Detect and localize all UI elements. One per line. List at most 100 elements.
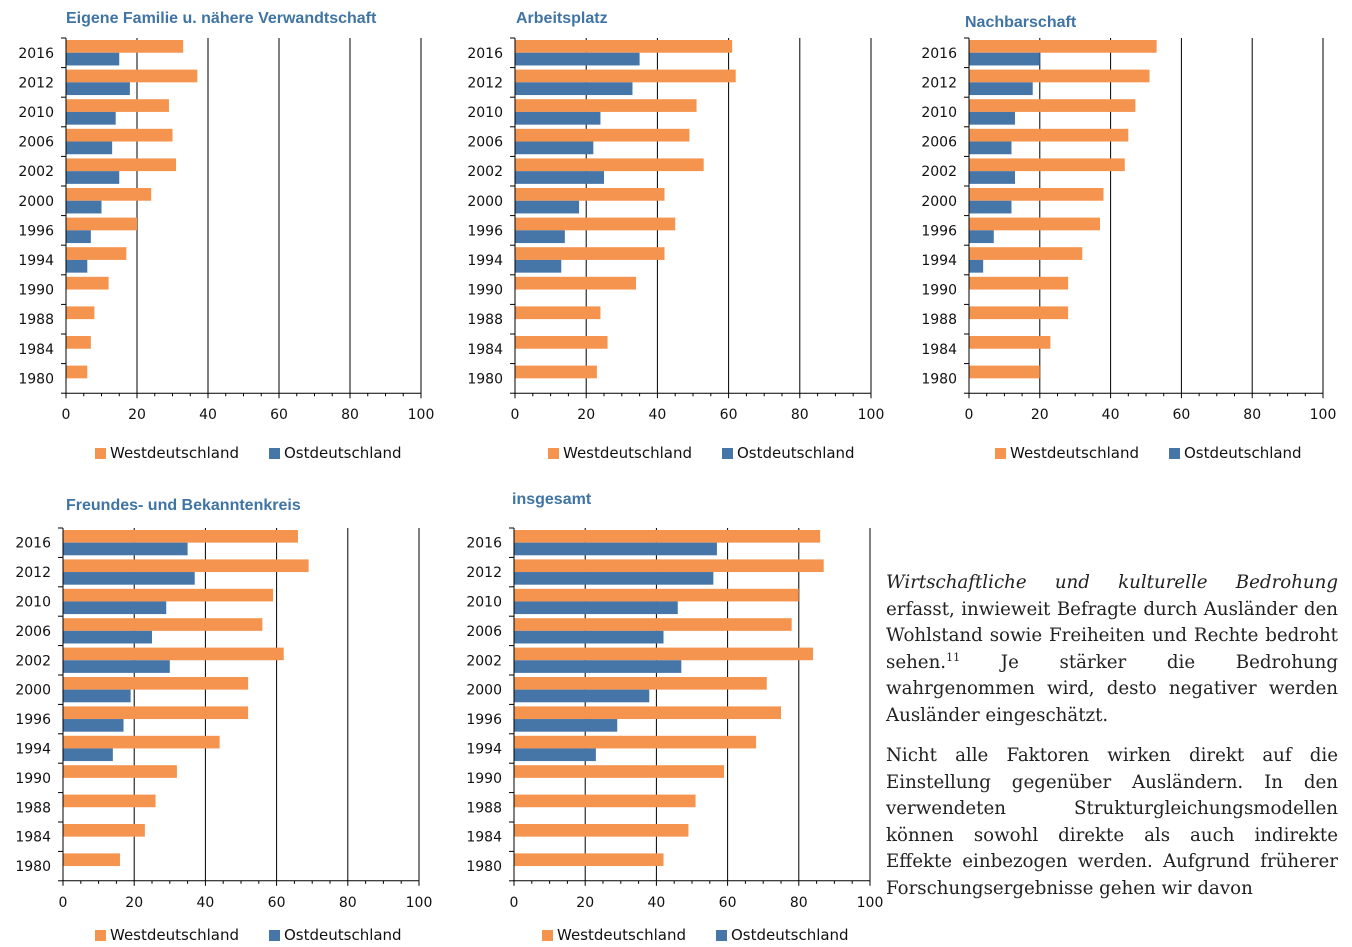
bar-west-2006 <box>63 618 263 631</box>
bar-east-2016 <box>63 542 188 556</box>
footnote-ref[interactable]: 11 <box>946 650 961 664</box>
y-tick-label: 2006 <box>18 135 54 151</box>
bar-west-2016 <box>969 40 1157 53</box>
bar-west-2012 <box>514 559 824 573</box>
x-tick-label: 0 <box>510 895 519 911</box>
y-tick-label: 1996 <box>18 223 54 239</box>
body-text: Wirtschaftliche und kulturelle Bedrohung… <box>886 570 1338 916</box>
y-tick-label: 1994 <box>15 742 51 758</box>
legend-west: Westdeutschland <box>95 444 239 462</box>
y-tick-label: 2010 <box>467 105 503 121</box>
y-tick-label: 1990 <box>467 283 503 299</box>
bar-west-1984 <box>63 824 145 837</box>
x-tick-label: 100 <box>408 407 435 423</box>
y-tick-label: 1996 <box>921 223 957 239</box>
y-tick-label: 1988 <box>467 312 503 328</box>
legend-swatch-east <box>268 447 280 459</box>
bar-east-2016 <box>66 52 120 66</box>
bar-east-1994 <box>63 748 113 762</box>
y-tick-label: 1988 <box>921 312 957 328</box>
legend-swatch-west <box>95 929 106 941</box>
bar-west-1990 <box>515 276 637 290</box>
bar-east-2006 <box>66 141 113 155</box>
bar-east-2002 <box>515 171 604 184</box>
x-tick-label: 0 <box>511 407 520 423</box>
legend-swatch-east <box>715 929 727 941</box>
x-tick-label: 100 <box>1310 407 1337 423</box>
bar-east-2006 <box>515 141 594 155</box>
paragraph-2: Nicht alle Faktoren wirken direkt auf di… <box>886 745 1338 899</box>
legend-swatch-west <box>995 447 1006 459</box>
legend-swatch-west <box>542 929 553 941</box>
y-tick-label: 1984 <box>466 830 502 846</box>
chart-panel-freundeskreis: Freundes- und Bekanntenkreis 2016 2012 201… <box>0 478 450 947</box>
bar-east-2016 <box>514 542 717 556</box>
paragraph-1-italic: Wirtschaftliche und kulturelle Bedrohung <box>886 572 1338 593</box>
x-tick-label: 0 <box>965 407 974 423</box>
bar-west-1984 <box>514 824 689 837</box>
y-tick-label: 1980 <box>18 371 54 387</box>
chart-panel-arbeitsplatz: Arbeitsplatz 2016 2012 2010 2006 2002 2000 199… <box>450 0 900 470</box>
paragraph-1-text-b: Je stärker die Bedrohung wahrgenommen wi… <box>886 651 1338 726</box>
chart-plot: 2016 2012 2010 2006 2002 2000 1996 1994 1990 1988… <box>467 37 885 423</box>
y-tick-label: 1990 <box>15 771 51 787</box>
y-tick-label: 2000 <box>18 194 54 210</box>
bar-west-2010 <box>66 99 169 112</box>
bar-east-2010 <box>514 601 678 615</box>
y-tick-label: 1994 <box>466 742 502 758</box>
x-tick-label: 40 <box>196 895 214 911</box>
x-tick-label: 100 <box>858 407 885 423</box>
bar-west-1996 <box>66 217 137 231</box>
bar-west-2006 <box>969 128 1129 142</box>
bar-west-2016 <box>66 40 184 53</box>
y-tick-label: 1996 <box>466 712 502 728</box>
legend-label-east: Ostdeutschland <box>283 926 402 944</box>
y-tick-label: 1988 <box>466 800 502 816</box>
y-tick-label: 2002 <box>921 164 957 180</box>
bar-west-2002 <box>969 158 1125 172</box>
bar-west-2012 <box>515 69 736 83</box>
x-tick-label: 80 <box>341 407 359 423</box>
bar-east-2010 <box>63 601 167 615</box>
y-tick-label: 2010 <box>15 595 51 611</box>
bar-east-2012 <box>66 82 130 96</box>
chart-legend: Westdeutschland Ostdeutschland <box>95 926 432 944</box>
bar-east-2012 <box>63 572 195 585</box>
bar-east-2000 <box>514 689 650 703</box>
bar-west-2000 <box>514 677 767 690</box>
y-tick-label: 2016 <box>15 536 51 552</box>
legend-label-east: Ostdeutschland <box>730 926 849 944</box>
x-tick-label: 60 <box>268 895 286 911</box>
bar-east-2002 <box>66 171 120 184</box>
bar-west-2010 <box>63 588 274 602</box>
bar-east-2012 <box>514 572 714 585</box>
bar-west-1980 <box>514 853 664 867</box>
chart-plot: 2016 2012 2010 2006 2002 2000 1996 1994 1990 1988… <box>466 527 883 911</box>
y-tick-label: 1990 <box>466 771 502 787</box>
bar-west-1980 <box>969 365 1040 379</box>
bar-west-1990 <box>63 765 177 778</box>
y-tick-label: 2016 <box>467 46 503 62</box>
y-tick-label: 2012 <box>467 75 503 91</box>
y-tick-label: 2006 <box>467 135 503 151</box>
bar-west-2002 <box>514 647 814 661</box>
y-tick-label: 2016 <box>921 46 957 62</box>
bar-east-2000 <box>63 689 131 703</box>
legend-east: Ostdeutschland <box>268 444 402 462</box>
bar-west-2006 <box>515 128 690 142</box>
legend-label-west: Westdeutschland <box>563 444 692 462</box>
x-tick-label: 20 <box>577 407 595 423</box>
chart-panel-familie: Eigene Familie u. nähere Verwandtschaft … <box>0 0 450 470</box>
x-tick-label: 80 <box>791 407 809 423</box>
bar-west-2002 <box>515 158 704 172</box>
y-tick-label: 2010 <box>466 595 502 611</box>
y-tick-label: 1984 <box>467 342 503 358</box>
y-tick-label: 2012 <box>18 75 54 91</box>
legend-west: Westdeutschland <box>542 926 686 944</box>
y-tick-label: 2016 <box>466 536 502 552</box>
bar-west-1996 <box>514 706 781 720</box>
bar-east-1996 <box>514 719 618 732</box>
bar-west-2006 <box>514 618 792 631</box>
bar-west-2016 <box>63 530 298 543</box>
legend-west: Westdeutschland <box>548 444 692 462</box>
